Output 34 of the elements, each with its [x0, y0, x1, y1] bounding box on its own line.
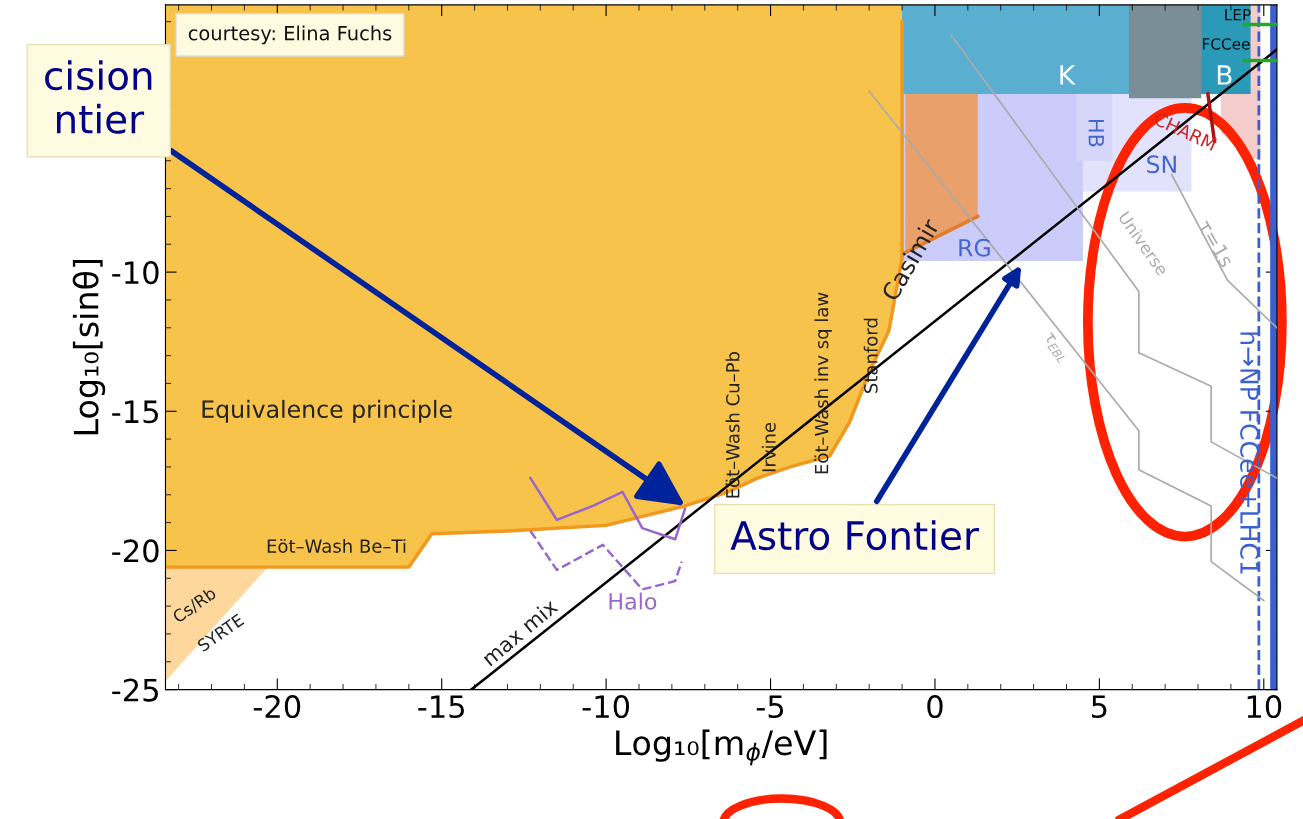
x-tick-label: 5 [1092, 695, 1107, 719]
x-tick-label: 10 [1247, 695, 1282, 719]
annotation: Equivalence principle [202, 399, 452, 423]
annotation: cision ntier [45, 60, 152, 134]
y-tick-label: -20 [112, 539, 159, 563]
annotation: Astro Fontier [730, 520, 979, 551]
annotation: B [1217, 65, 1232, 85]
annotation: FCCee [1203, 38, 1250, 50]
annotation: RG [959, 238, 990, 257]
y-tick-label: -25 [112, 678, 158, 702]
annotation: Halo [609, 592, 657, 610]
ref-line-label: h→NP FCCee+LHC1 [1240, 332, 1260, 574]
annotation: τ$_{EBL}$ [1041, 331, 1069, 364]
annotation: Eöt–Wash Cu–Pb [725, 352, 740, 498]
line-series [529, 529, 683, 591]
x-tick-label: -15 [418, 695, 464, 719]
y-axis-title: Log₁₀[sinθ] [72, 259, 106, 435]
y-tick-label: -15 [112, 400, 158, 424]
annotation: courtesy: Elina Fuchs [188, 25, 392, 45]
annotation: Stanford [863, 318, 878, 393]
x-tick-label: -5 [756, 695, 784, 719]
annotation: Eöt–Wash inv sq law [814, 292, 832, 474]
y-tick-label: -10 [112, 261, 159, 285]
annotation: SN [1147, 155, 1176, 174]
annotation: LEP [1225, 9, 1251, 21]
annotation: Irvine [761, 422, 776, 472]
x-tick-label: 0 [927, 695, 943, 719]
x-tick-label: -20 [253, 695, 301, 719]
line-series [529, 476, 687, 541]
x-axis-title: Log₁₀[m$_{ϕ}$/eV] [616, 729, 827, 766]
annotation: K [1060, 65, 1076, 85]
x-tick-label: -10 [582, 695, 630, 719]
annotation: HB [1088, 120, 1104, 147]
annotation: Eöt–Wash Be–Ti [267, 538, 406, 553]
